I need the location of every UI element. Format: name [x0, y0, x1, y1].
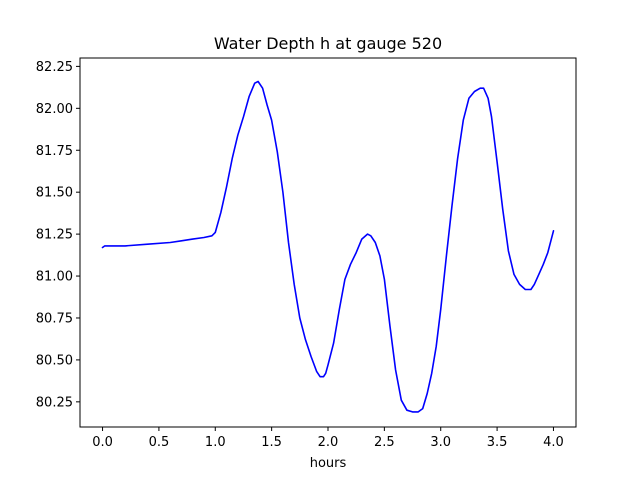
y-tick-label: 81.75	[36, 144, 73, 159]
y-tick-label: 80.50	[36, 353, 73, 368]
x-tick-label: 3.0	[430, 435, 451, 450]
y-tick-label: 82.00	[36, 102, 73, 117]
x-tick-label: 2.5	[374, 435, 395, 450]
y-tick-label: 81.00	[36, 270, 73, 285]
y-tick-label: 81.25	[36, 228, 73, 243]
x-tick-label: 4.0	[543, 435, 564, 450]
axes-frame	[79, 57, 577, 428]
chart-title: Water Depth h at gauge 520	[214, 34, 442, 53]
series-line	[101, 80, 555, 413]
x-axis-label: hours	[310, 456, 347, 471]
x-axis-ticks: 0.0 0.5 1.0 1.5 2.0 2.5 3.0 3.5 4.0	[92, 427, 564, 450]
x-tick-label: 1.5	[261, 435, 282, 450]
plot-area	[101, 80, 555, 413]
y-tick-label: 82.25	[36, 60, 73, 75]
y-tick-label: 80.25	[36, 395, 73, 410]
x-tick-label: 2.0	[318, 435, 339, 450]
x-tick-label: 0.5	[149, 435, 170, 450]
y-tick-label: 81.50	[36, 186, 73, 201]
y-axis-ticks: 80.25 80.50 80.75 81.00 81.25 81.50 81.75 82.00…	[36, 60, 80, 410]
y-tick-label: 80.75	[36, 311, 73, 326]
x-tick-label: 1.0	[205, 435, 226, 450]
x-tick-label: 0.0	[92, 435, 113, 450]
x-tick-label: 3.5	[487, 435, 508, 450]
